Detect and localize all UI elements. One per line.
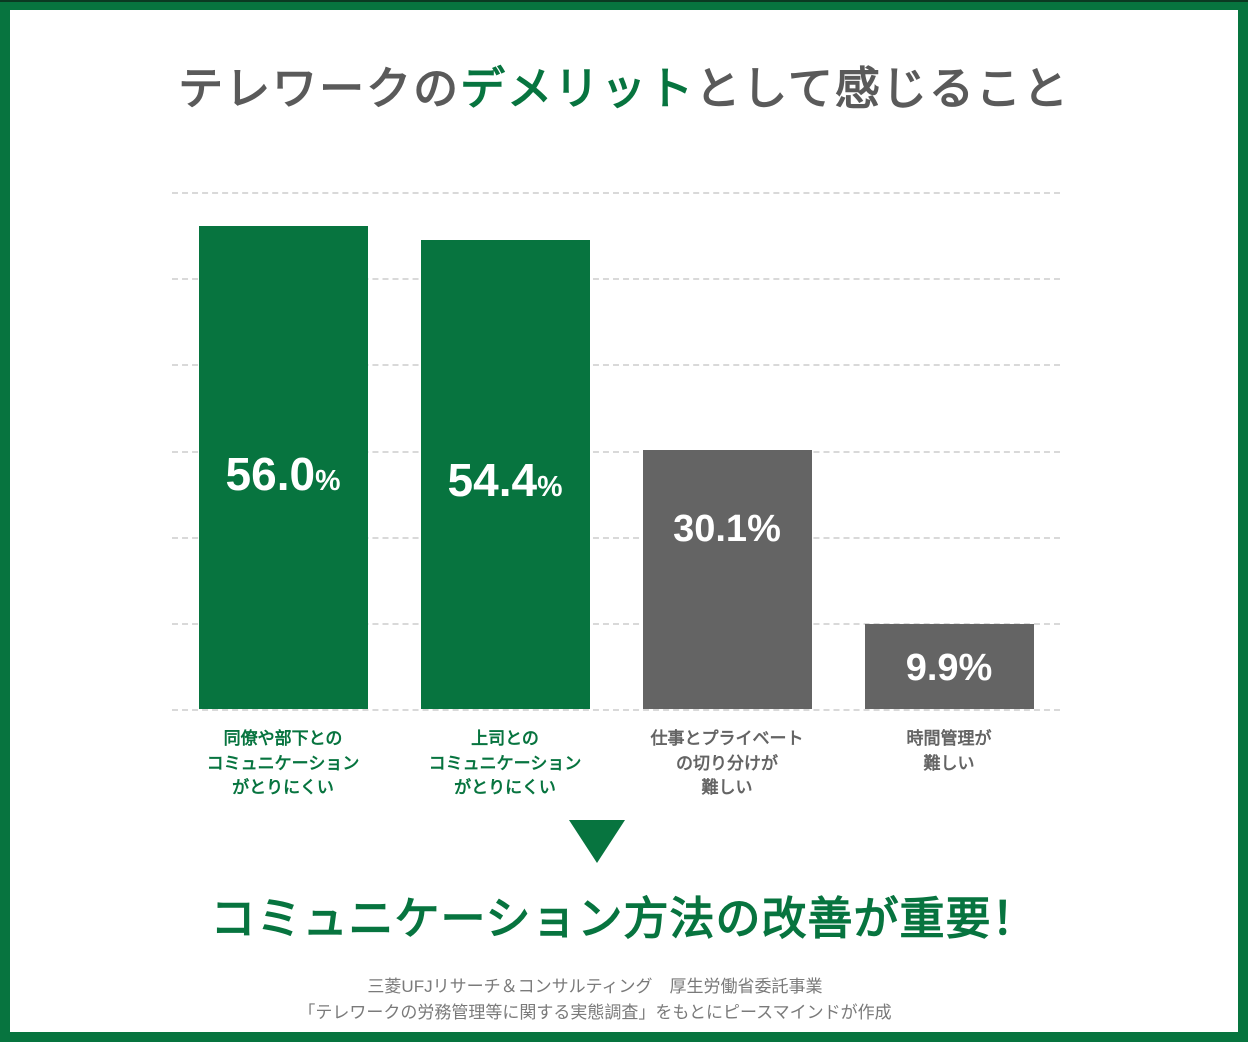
down-triangle-icon	[569, 820, 625, 863]
bar-value-number-1: 56.0	[225, 447, 316, 500]
gridline	[172, 709, 1060, 711]
gridline	[172, 450, 1060, 453]
category-label-1: 同僚や部下との コミュニケーション がとりにくい	[172, 727, 394, 801]
chart-category-labels: 同僚や部下との コミュニケーション がとりにくい 上司との コミュニケーション がとりにく…	[172, 727, 1060, 817]
category-label-2: 上司とのコミュニケーション がとりにくい	[394, 727, 616, 801]
category-label-line: の切り分けが	[676, 753, 778, 773]
source-line-1: 三菱UFJリサーチ＆コンサルティング 厚生労働省委託事業	[367, 977, 823, 996]
bar-value-label-3: 30.1%	[673, 508, 781, 550]
title-prefix: テレワークの	[178, 63, 461, 114]
title-suffix: として感じること	[695, 63, 1070, 114]
frame-hairline	[0, 0, 1248, 2]
category-label-line: がとりにくい	[454, 778, 556, 798]
source-citation: 三菱UFJリサーチ＆コンサルティング 厚生労働省委託事業 「テレワークの労務管理…	[0, 974, 1190, 1027]
bar-value-percent-4: %	[958, 646, 993, 689]
conclusion-text: コミュニケーション方法の改善が重要！	[210, 893, 1038, 944]
gridline	[172, 536, 1060, 539]
page-title: テレワークのデメリットとして感じること	[0, 52, 1248, 117]
gridline	[172, 192, 1060, 194]
bar-2: 54.4%	[420, 240, 590, 709]
bar-value-label-2: 54.4%	[448, 454, 563, 506]
title-accent: デメリット	[460, 63, 696, 114]
frame-border-bottom	[0, 1032, 1248, 1042]
category-label-line: 時間管理が	[906, 729, 992, 748]
category-label-line: がとりにくい	[232, 778, 334, 798]
frame-border-top	[0, 0, 1248, 10]
bar-value-percent-3: %	[747, 508, 781, 551]
bar-chart-plot-area: 56.0% 54.4% 30.1% 9.9%	[172, 192, 1060, 711]
category-label-line: コミュニケーション	[206, 753, 360, 773]
bar-value-number-2: 54.4	[447, 453, 538, 506]
category-label-line: 仕事とプライベート	[650, 729, 804, 748]
bar-4: 9.9%	[864, 623, 1034, 709]
frame-border-right	[1238, 0, 1248, 1042]
gridline	[172, 622, 1060, 625]
bar-value-percent-2: %	[537, 470, 563, 503]
bar-value-label-4: 9.9%	[906, 647, 993, 689]
category-label-line: 上司との	[471, 729, 539, 748]
bar-3: 30.1%	[642, 449, 812, 709]
gridline	[172, 364, 1060, 367]
category-label-line: 同僚や部下との	[223, 729, 343, 748]
bar-value-label-1: 56.0%	[226, 448, 341, 500]
category-label-line: 難しい	[923, 753, 975, 773]
category-label-3: 仕事とプライベート の切り分けが 難しい	[616, 727, 838, 801]
bar-value-number-4: 9.9	[905, 646, 959, 689]
gridline	[172, 278, 1060, 281]
bar-value-number-3: 30.1	[673, 508, 748, 551]
category-label-line: コミュニケーション	[428, 753, 582, 773]
category-label-4: 時間管理が 難しい	[838, 727, 1060, 776]
source-line-2: 「テレワークの労務管理等に関する実態調査」をもとにピースマインドが作成	[298, 1003, 892, 1023]
category-label-line: 難しい	[701, 778, 753, 798]
bar-1: 56.0%	[198, 226, 368, 709]
chart-bars: 56.0% 54.4% 30.1% 9.9%	[172, 192, 1060, 709]
frame-border-left	[0, 0, 10, 1042]
bar-value-percent-1: %	[315, 464, 341, 497]
